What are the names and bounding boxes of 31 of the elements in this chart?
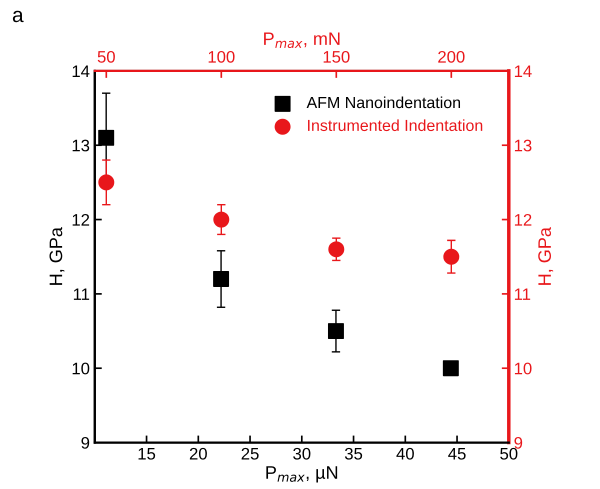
y-tick-label: 13 [72,140,90,152]
y2-axis-title: H, GPa [538,227,554,285]
legend-label: AFM Nanoindentation [306,96,460,108]
legend-label: Instrumented Indentation [308,119,482,132]
x2-tick-label: 50 [98,50,115,63]
text: a [12,10,24,22]
x2-axis-title: P$_{max}$, mN [264,32,340,48]
y2-tick-label: 10 [514,362,532,374]
x-tick-label: 15 [138,448,156,460]
y-tick-label: 10 [72,362,90,374]
x-tick-label: 30 [293,448,310,460]
y2-tick-label: 14 [514,65,532,77]
y2-tick-label: 12 [514,214,532,226]
x2-tick-label: 100 [208,50,235,63]
x-tick-label: 35 [344,448,362,460]
y-tick-label: 14 [72,65,90,77]
x-tick-label: 20 [190,448,207,460]
x-tick-label: 50 [500,448,518,460]
x2-tick-label: 200 [438,50,465,63]
x2-tick-label: 150 [324,50,350,63]
x-tick-label: 40 [396,448,414,460]
y2-tick-label: 9 [514,436,522,449]
x-axis-title: P$_{max}$, µN [266,466,338,482]
y2-tick-label: 11 [514,288,530,300]
y-tick-label: 9 [81,436,90,449]
y-tick-label: 11 [74,288,90,300]
y-axis-title: H, GPa [49,227,64,285]
x-tick-label: 45 [448,448,466,460]
x-tick-label: 25 [242,448,259,460]
y-tick-label: 12 [72,214,90,226]
y2-tick-label: 13 [514,140,532,152]
